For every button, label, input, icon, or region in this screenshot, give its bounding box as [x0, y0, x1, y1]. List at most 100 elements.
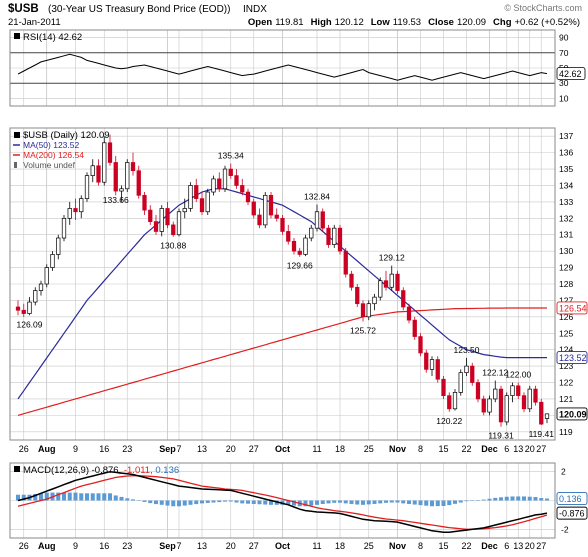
candle	[412, 316, 417, 340]
macd-hist-bar	[263, 500, 268, 505]
macd-hist-bar	[383, 500, 389, 503]
candle-body	[274, 214, 279, 219]
legend-entry: Volume undef	[23, 160, 76, 170]
candle	[297, 247, 302, 257]
candle-body	[309, 227, 314, 239]
macd-hist-bar	[38, 493, 44, 501]
macd-hist-bar	[521, 496, 527, 501]
x-tick-label: 13	[513, 541, 523, 551]
candle	[50, 251, 55, 271]
candle	[96, 159, 101, 186]
candle	[188, 182, 193, 212]
macd-hist-bar	[309, 500, 314, 506]
candle	[383, 270, 389, 291]
chart-header: $USB (30-Year US Treasury Bond Price (EO…	[8, 3, 582, 28]
candle	[521, 392, 527, 413]
candle-body	[205, 191, 210, 213]
candle-body	[56, 237, 61, 255]
candle	[401, 287, 406, 311]
candle-body	[44, 267, 49, 285]
candle-body	[165, 208, 170, 226]
candle	[113, 155, 118, 196]
candle	[481, 395, 486, 416]
macd-hist-bar	[194, 500, 199, 505]
macd-value-tag	[556, 492, 588, 505]
macd-hist-bar	[493, 497, 498, 501]
candle	[309, 224, 314, 242]
candle	[332, 224, 337, 248]
candle-body	[349, 273, 354, 288]
macd-hist-bar	[176, 500, 182, 507]
candle-body	[383, 280, 389, 288]
candle-body	[412, 319, 417, 337]
macd-value-tag-text: -0.876	[559, 509, 585, 519]
macd-hist-bar	[435, 500, 440, 507]
macd-hist-bar	[171, 500, 176, 507]
candle-body	[268, 194, 274, 216]
candle-body	[222, 168, 228, 190]
candle	[136, 165, 141, 199]
candle	[504, 392, 509, 426]
macd-hist-bar	[211, 500, 216, 503]
macd-hist-bar	[424, 500, 429, 506]
candle	[27, 297, 32, 316]
candle	[326, 224, 331, 248]
x-tick-label: 22	[461, 541, 471, 551]
macd-legend-hist: 0.136	[155, 465, 179, 476]
candle	[268, 192, 274, 219]
candle	[240, 178, 245, 196]
candle	[234, 169, 239, 189]
price-tick-label: 121	[559, 394, 573, 404]
candle	[337, 224, 343, 255]
candle	[516, 382, 521, 399]
macd-hist-bar	[125, 498, 130, 501]
candle-body	[458, 372, 463, 393]
candle	[61, 215, 67, 242]
candle-body	[291, 240, 297, 252]
candle-body	[113, 162, 118, 192]
macd-hist-bar	[516, 496, 521, 501]
x-tick-label: 20	[525, 541, 535, 551]
candle-body	[401, 290, 406, 308]
macd-hist-bar	[349, 500, 354, 504]
macd-hist-bar	[303, 500, 308, 507]
price-annotation: 119.31	[488, 431, 514, 441]
x-tick-label: 7	[176, 444, 181, 454]
price-tick-label: 131	[559, 230, 573, 240]
candle-body	[343, 250, 348, 275]
macd-hist-bar	[533, 497, 538, 501]
candle	[125, 159, 130, 193]
x-tick-label: Dec	[481, 541, 498, 551]
candle	[21, 303, 26, 317]
macd-hist-bar	[234, 500, 239, 503]
candle	[360, 300, 366, 322]
candle-body	[337, 227, 343, 252]
header-symbol: $USB	[8, 3, 39, 15]
macd-hist-bar	[228, 500, 233, 502]
candle-body	[73, 208, 78, 213]
candle	[228, 163, 233, 179]
macd-hist-bar	[274, 500, 279, 505]
candle	[303, 234, 308, 257]
macd-hist-bar	[372, 500, 377, 504]
macd-hist-bar	[90, 493, 95, 501]
candle	[205, 188, 210, 216]
macd-hist-bar	[504, 496, 509, 501]
x-tick-label: 6	[504, 444, 509, 454]
price-tag	[556, 301, 588, 315]
header-exchange: INDX	[243, 4, 267, 15]
price-tick-label: 122	[559, 378, 573, 388]
price-annotation: 135.34	[218, 150, 244, 160]
macd-hist-bar	[107, 493, 113, 501]
candle-body	[527, 388, 532, 410]
macd-value-tag-text: 0.136	[559, 494, 582, 504]
candle-body	[107, 142, 113, 163]
candle-body	[21, 309, 26, 314]
candle	[378, 277, 383, 301]
macd-hist-bar	[102, 493, 107, 501]
macd-hist-bar	[401, 500, 406, 504]
price-tick-label: 119	[559, 427, 573, 437]
candle-body	[182, 208, 187, 213]
candle-body	[228, 168, 233, 176]
